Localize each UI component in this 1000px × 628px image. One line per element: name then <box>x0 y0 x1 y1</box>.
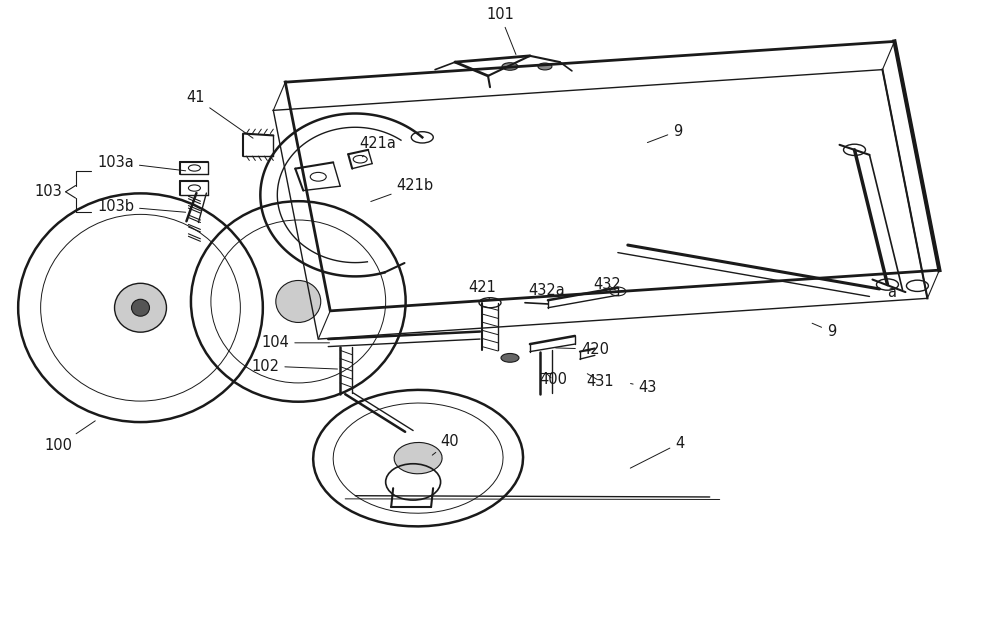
Text: 432a: 432a <box>529 283 565 304</box>
Text: 9: 9 <box>647 124 682 143</box>
Ellipse shape <box>394 443 442 474</box>
Text: 102: 102 <box>251 359 337 374</box>
Text: 9: 9 <box>812 323 836 339</box>
Text: 101: 101 <box>486 7 516 55</box>
Text: 400: 400 <box>539 372 567 387</box>
Ellipse shape <box>132 300 149 316</box>
Ellipse shape <box>538 63 552 70</box>
Ellipse shape <box>502 63 518 70</box>
Text: 43: 43 <box>631 380 657 395</box>
Text: 420: 420 <box>556 342 609 357</box>
Text: 421a: 421a <box>360 136 397 157</box>
Text: 103a: 103a <box>97 155 186 171</box>
Text: 103b: 103b <box>97 198 186 214</box>
Ellipse shape <box>115 283 166 332</box>
Ellipse shape <box>276 281 321 322</box>
Text: 421b: 421b <box>371 178 434 202</box>
Text: 4: 4 <box>630 436 684 468</box>
Text: 100: 100 <box>45 421 95 453</box>
Text: 41: 41 <box>186 90 253 138</box>
Text: 421: 421 <box>468 280 496 300</box>
Ellipse shape <box>501 354 519 362</box>
Text: 103: 103 <box>35 184 63 199</box>
Text: 104: 104 <box>261 335 329 350</box>
Text: 431: 431 <box>586 374 614 389</box>
Text: a: a <box>887 284 896 300</box>
Text: 40: 40 <box>432 434 459 455</box>
Text: 432: 432 <box>593 277 621 292</box>
